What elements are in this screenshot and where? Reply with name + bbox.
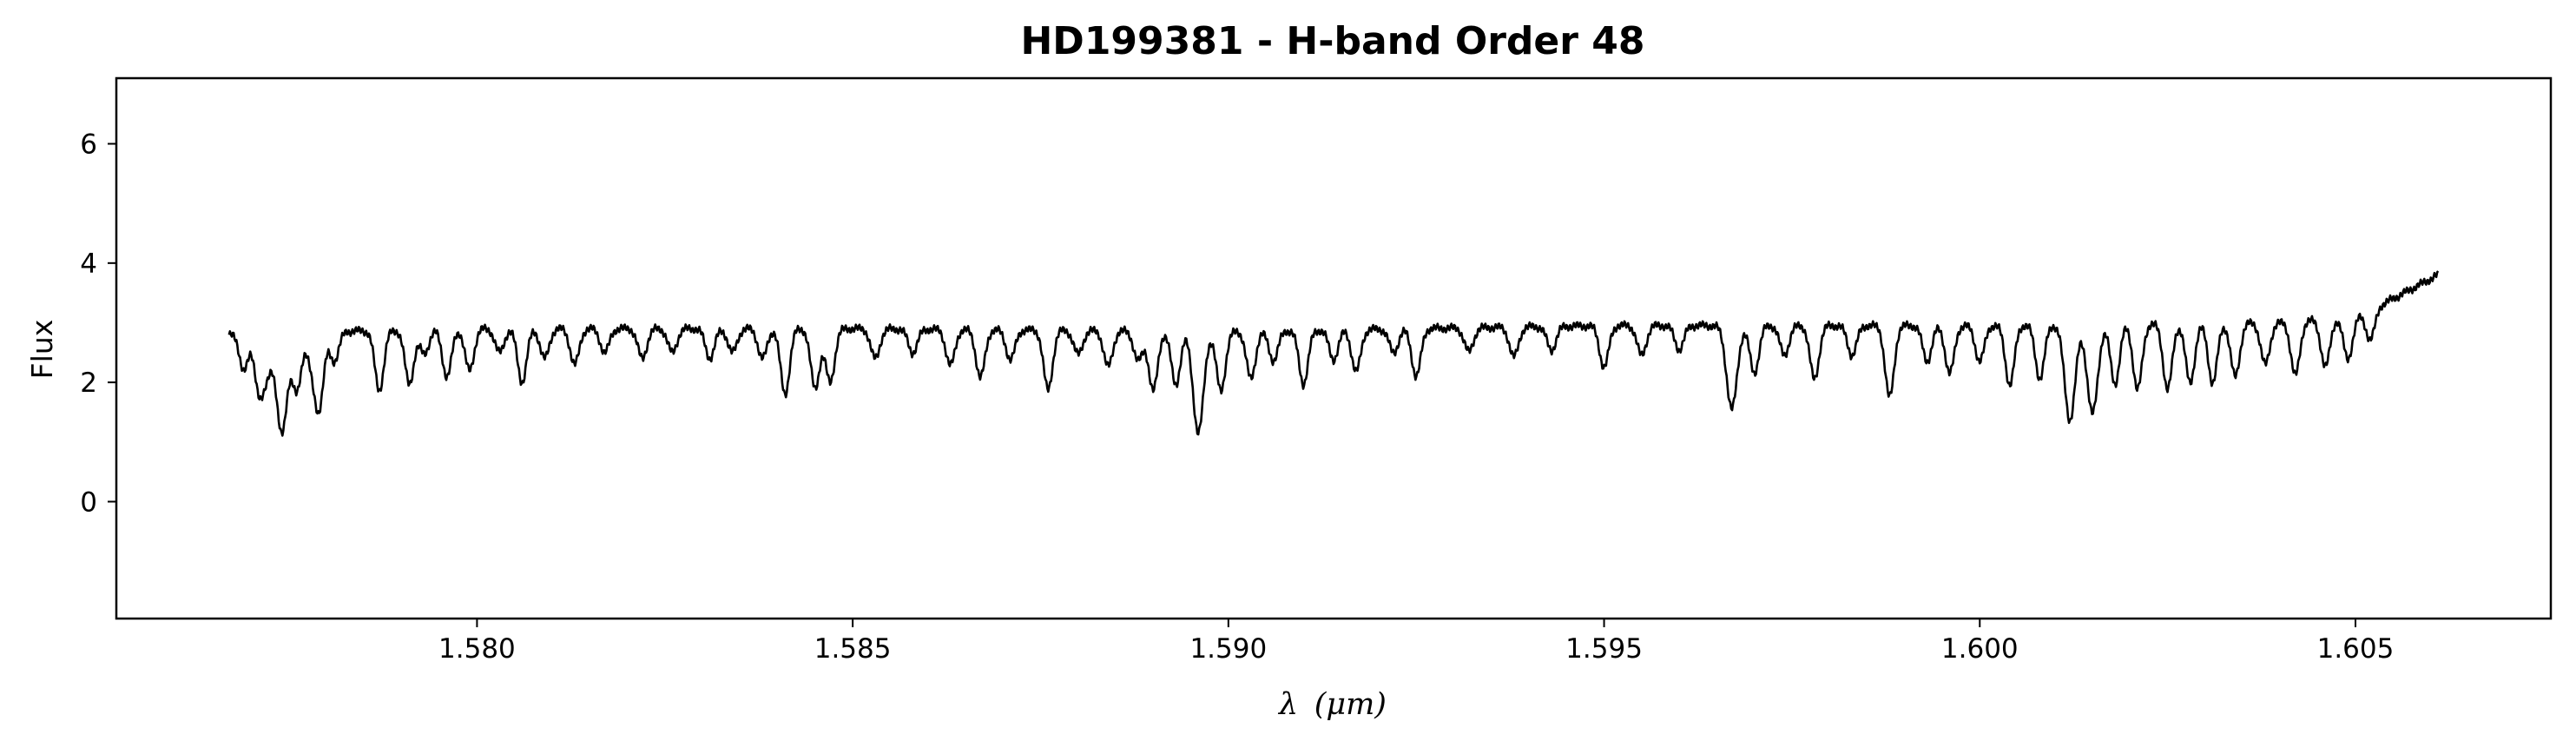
spectrum-layer [227, 270, 2440, 437]
plot-frame [115, 76, 2553, 620]
y-tick-label: 6 [80, 129, 97, 161]
chart-title: HD199381 - H-band Order 48 [1020, 19, 1644, 63]
x-tick-label: 1.600 [1941, 633, 2019, 665]
x-tick-label: 1.580 [438, 633, 516, 665]
y-tick-label: 0 [80, 487, 97, 518]
spectrum-line [227, 270, 2440, 437]
x-axis-label: λ (μm) [1277, 687, 1387, 722]
y-tick-label: 2 [80, 367, 97, 399]
x-tick-label: 1.585 [814, 633, 892, 665]
x-tick-label: 1.590 [1189, 633, 1267, 665]
y-axis-label: Flux [25, 320, 59, 380]
y-tick-label: 4 [80, 248, 97, 280]
x-axis-label-symbol: λ [1277, 687, 1298, 722]
x-tick-label: 1.605 [2317, 633, 2395, 665]
y-axis: 0 2 4 6 [80, 129, 116, 518]
x-axis: 1.580 1.585 1.590 1.595 1.600 1.605 [438, 619, 2394, 665]
x-axis-label-unit: (μm) [1314, 687, 1387, 722]
x-tick-label: 1.595 [1565, 633, 1643, 665]
